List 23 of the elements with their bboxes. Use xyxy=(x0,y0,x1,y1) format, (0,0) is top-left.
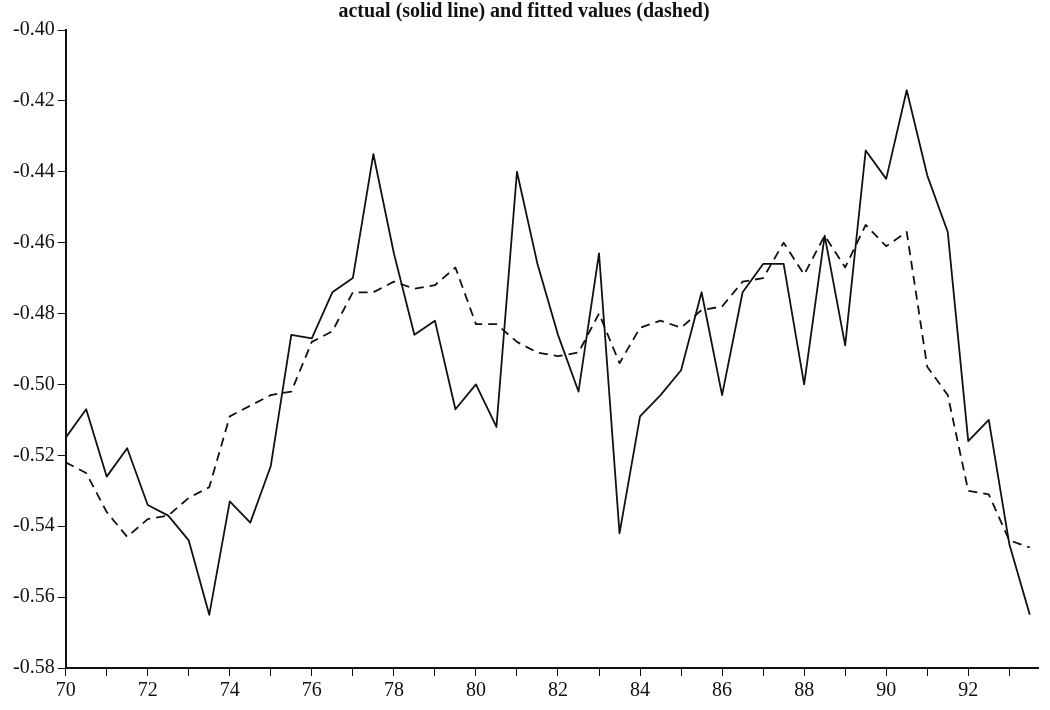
x-tick-label: 90 xyxy=(876,678,897,701)
y-tick-label: -0.50 xyxy=(12,371,55,394)
x-tick-label: 86 xyxy=(712,678,733,701)
y-tick-label: -0.48 xyxy=(12,300,55,323)
x-tick-label: 84 xyxy=(630,678,651,701)
y-tick-label: -0.56 xyxy=(12,584,55,607)
y-tick-label: -0.46 xyxy=(12,229,55,252)
y-tick-label: -0.52 xyxy=(12,442,55,465)
x-tick-label: 80 xyxy=(465,678,486,701)
x-tick-label: 72 xyxy=(137,678,158,701)
x-tick-label: 74 xyxy=(219,678,240,701)
y-tick-label: -0.54 xyxy=(12,513,55,536)
chart-title: actual (solid line) and fitted values (dashed) xyxy=(338,0,710,23)
x-tick-label: 78 xyxy=(383,678,404,701)
y-tick-label: -0.58 xyxy=(12,655,55,678)
y-tick-label: -0.44 xyxy=(12,159,55,182)
x-tick-label: 82 xyxy=(547,678,568,701)
x-tick-label: 70 xyxy=(55,678,76,701)
x-tick-label: 92 xyxy=(958,678,979,701)
x-tick-label: 76 xyxy=(301,678,322,701)
y-tick-label: -0.42 xyxy=(12,88,55,111)
x-tick-label: 88 xyxy=(794,678,815,701)
y-tick-label: -0.40 xyxy=(12,17,55,40)
